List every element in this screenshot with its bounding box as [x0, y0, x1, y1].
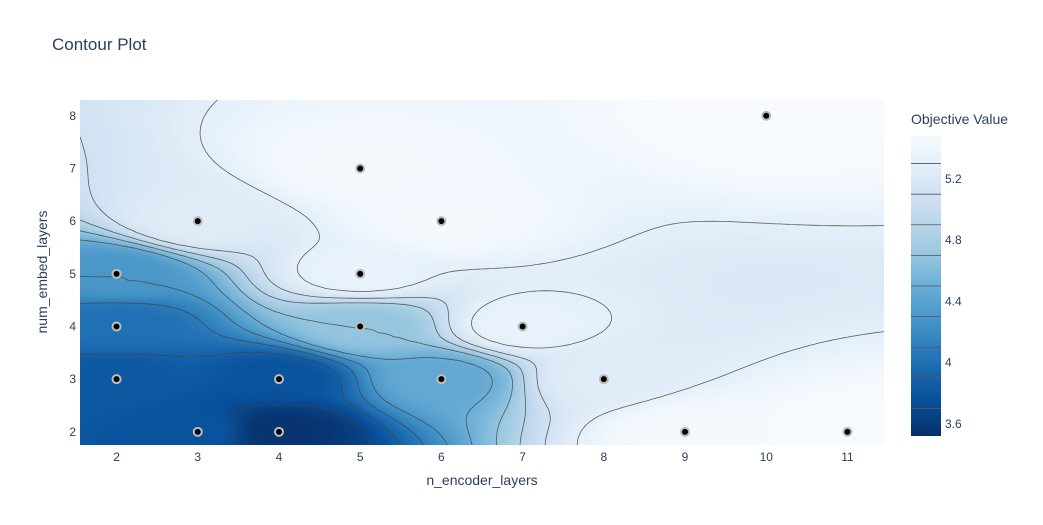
y-axis-ticks: 2 3 4 5 6 7 8 [69, 109, 76, 439]
x-axis-title: n_encoder_layers [426, 472, 537, 488]
trial-point[interactable] [355, 268, 366, 279]
trial-point[interactable] [436, 374, 447, 385]
trial-point[interactable] [111, 268, 122, 279]
contour-line [80, 239, 493, 445]
contour-lines [80, 100, 884, 445]
trial-point[interactable] [192, 216, 203, 227]
trial-point[interactable] [517, 321, 528, 332]
x-axis-ticks: 2 3 4 5 6 7 8 9 10 11 [113, 450, 854, 464]
trial-point[interactable] [680, 426, 691, 437]
trial-point[interactable] [111, 374, 122, 385]
plot-area[interactable] [80, 100, 884, 445]
contour-line [80, 275, 448, 445]
contour-line [80, 352, 400, 445]
colorbar-tick-label: 4.8 [945, 233, 962, 247]
contour-line [80, 136, 551, 445]
contour-line [80, 219, 526, 445]
x-tick-label: 8 [600, 450, 607, 464]
contour-line [80, 230, 513, 445]
trial-point[interactable] [598, 374, 609, 385]
x-tick-label: 4 [276, 450, 283, 464]
x-tick-label: 7 [519, 450, 526, 464]
contour-line [199, 100, 884, 445]
x-tick-label: 2 [113, 450, 120, 464]
colorbar-title: Objective Value [911, 111, 1008, 127]
trial-point[interactable] [436, 216, 447, 227]
y-tick-label: 2 [69, 425, 76, 439]
trial-point[interactable] [842, 426, 853, 437]
x-tick-label: 10 [760, 450, 774, 464]
contour-fill [80, 100, 884, 445]
y-tick-label: 7 [69, 161, 76, 175]
y-axis-title: num_embed_layers [34, 211, 50, 334]
trial-point[interactable] [355, 163, 366, 174]
contour-line [80, 302, 424, 445]
trial-point[interactable] [273, 374, 284, 385]
y-tick-label: 6 [69, 214, 76, 228]
trial-point[interactable] [192, 426, 203, 437]
colorbar-tick-label: 4 [945, 356, 952, 370]
y-tick-label: 3 [69, 372, 76, 386]
trial-point[interactable] [111, 321, 122, 332]
colorbar: Objective Value 3.6 4 4.4 4.8 5.2 [911, 111, 1008, 436]
trial-points [111, 110, 853, 437]
x-tick-label: 6 [438, 450, 445, 464]
colorbar-ticks: 3.6 4 4.4 4.8 5.2 [945, 172, 962, 431]
colorbar-tick-label: 3.6 [945, 417, 962, 431]
x-tick-label: 9 [682, 450, 689, 464]
colorbar-tick-label: 5.2 [945, 172, 962, 186]
chart-title: Contour Plot [52, 35, 147, 54]
trial-point[interactable] [761, 110, 772, 121]
y-tick-label: 8 [69, 109, 76, 123]
x-tick-label: 3 [194, 450, 201, 464]
x-tick-label: 5 [357, 450, 364, 464]
colorbar-tick-label: 4.4 [945, 294, 962, 308]
y-tick-label: 5 [69, 267, 76, 281]
contour-line [233, 404, 370, 445]
colorbar-level-lines [911, 163, 941, 409]
trial-point[interactable] [273, 426, 284, 437]
x-tick-label: 11 [841, 450, 854, 464]
trial-point[interactable] [355, 321, 366, 332]
y-tick-label: 4 [69, 319, 76, 333]
